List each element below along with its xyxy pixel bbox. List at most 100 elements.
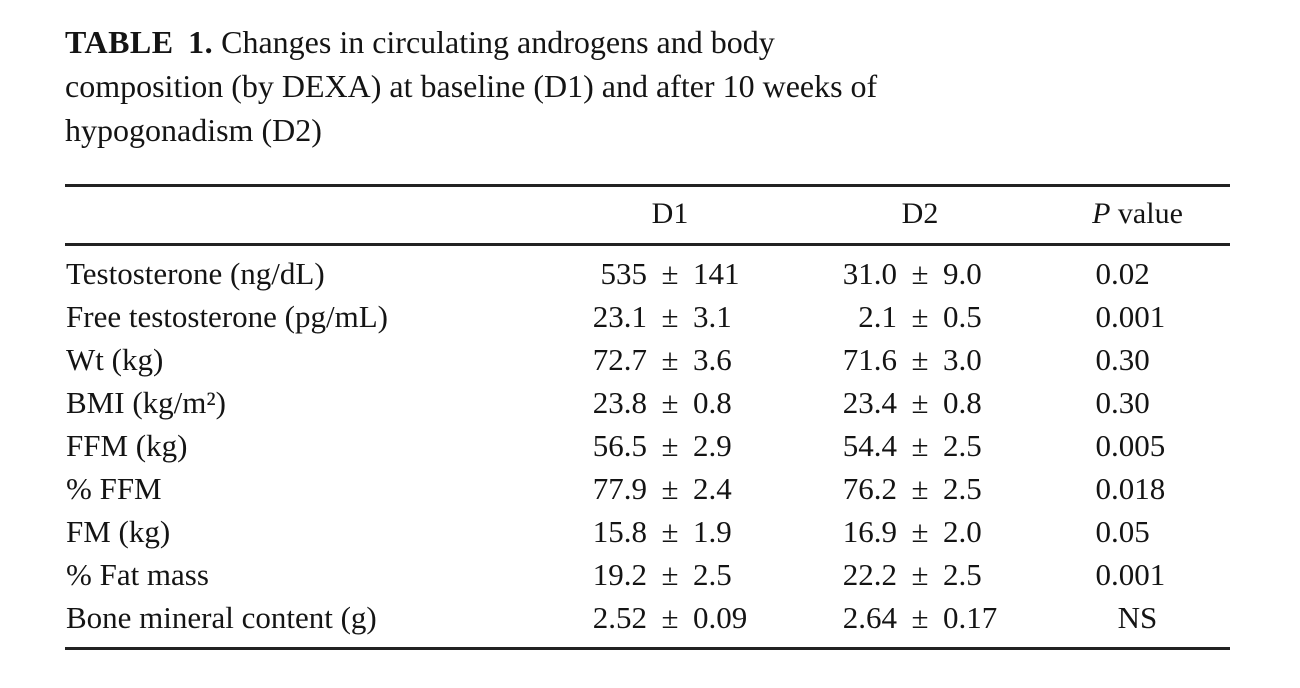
table-body: Testosterone (ng/dL) 535 ±141 31.0 ±9.0 0.… — [65, 245, 1230, 649]
plus-minus: ± — [661, 384, 679, 420]
p-value: 0.001 — [1095, 556, 1166, 592]
paper-table-figure: TABLE 1. Changes in circulating androgens… — [65, 20, 1230, 650]
data-table: D1 D2 P value Testosterone (ng/dL) 535 ±1… — [65, 184, 1230, 650]
plus-minus: ± — [911, 341, 929, 377]
d2-value: 23.4 ±0.8 — [795, 381, 1045, 424]
d2-mean: 76.2 — [842, 470, 897, 506]
d2-mean: 54.4 — [842, 427, 897, 463]
table-row: Free testosterone (pg/mL) 23.1 ±3.1 2.1 ±0… — [65, 295, 1230, 338]
d1-sd: 3.1 — [693, 298, 732, 334]
row-label: FM (kg) — [66, 513, 171, 549]
p-value: 0.018 — [1095, 470, 1166, 506]
d2-sd: 2.5 — [943, 470, 982, 506]
d1-sd: 2.5 — [693, 556, 732, 592]
d2-value: 71.6 ±3.0 — [795, 338, 1045, 381]
plus-minus: ± — [661, 470, 679, 506]
plus-minus: ± — [911, 298, 929, 334]
row-label: % Fat mass — [66, 556, 209, 592]
d2-value: 2.1 ±0.5 — [795, 295, 1045, 338]
d1-mean: 15.8 — [592, 513, 647, 549]
row-label: Free testosterone (pg/mL) — [66, 298, 388, 334]
plus-minus: ± — [911, 599, 929, 635]
d1-sd: 3.6 — [693, 341, 732, 377]
table-header: D1 D2 P value — [65, 186, 1230, 245]
table-row: % FFM 77.9 ±2.4 76.2 ±2.5 0.018 — [65, 467, 1230, 510]
d2-sd: 0.8 — [943, 384, 982, 420]
d1-value: 77.9 ±2.4 — [545, 467, 795, 510]
d2-value: 76.2 ±2.5 — [795, 467, 1045, 510]
row-label: Bone mineral content (g) — [66, 599, 377, 635]
d2-sd: 2.0 — [943, 513, 982, 549]
d1-sd: 1.9 — [693, 513, 732, 549]
d2-mean: 2.1 — [858, 298, 897, 334]
table-caption: TABLE 1. Changes in circulating androgens… — [65, 20, 1230, 152]
table-row: FM (kg) 15.8 ±1.9 16.9 ±2.0 0.05 — [65, 510, 1230, 553]
d1-sd: 0.8 — [693, 384, 732, 420]
d1-sd: 2.9 — [693, 427, 732, 463]
header-empty — [65, 186, 545, 245]
d1-value: 72.7 ±3.6 — [545, 338, 795, 381]
plus-minus: ± — [661, 513, 679, 549]
caption-line-2: composition (by DEXA) at baseline (D1) a… — [65, 68, 878, 104]
plus-minus: ± — [911, 470, 929, 506]
row-label: BMI (kg/m²) — [66, 384, 226, 420]
plus-minus: ± — [661, 255, 679, 291]
plus-minus: ± — [661, 599, 679, 635]
d1-sd: 0.09 — [693, 599, 748, 635]
d2-value: 22.2 ±2.5 — [795, 553, 1045, 596]
d2-mean: 22.2 — [842, 556, 897, 592]
caption-line-1: Changes in circulating androgens and bod… — [221, 24, 775, 60]
p-value: 0.02 — [1095, 255, 1150, 291]
table-row: % Fat mass 19.2 ±2.5 22.2 ±2.5 0.001 — [65, 553, 1230, 596]
header-d2: D2 — [901, 197, 939, 230]
d1-mean: 77.9 — [592, 470, 647, 506]
table-row: Bone mineral content (g) 2.52 ±0.09 2.64 ±… — [65, 596, 1230, 649]
d1-value: 2.52 ±0.09 — [545, 596, 795, 649]
p-value: 0.30 — [1095, 341, 1150, 377]
d2-sd: 2.5 — [943, 427, 982, 463]
header-d1: D1 — [651, 197, 689, 230]
d1-value: 56.5 ±2.9 — [545, 424, 795, 467]
d1-sd: 2.4 — [693, 470, 732, 506]
plus-minus: ± — [661, 556, 679, 592]
table-row: Testosterone (ng/dL) 535 ±141 31.0 ±9.0 0.… — [65, 245, 1230, 296]
header-p-rest: value — [1110, 197, 1183, 230]
plus-minus: ± — [661, 427, 679, 463]
d2-sd: 0.17 — [943, 599, 998, 635]
d1-sd: 141 — [693, 255, 740, 291]
d2-mean: 23.4 — [842, 384, 897, 420]
p-value: 0.05 — [1095, 513, 1150, 549]
d1-mean: 23.8 — [592, 384, 647, 420]
p-value: 0.30 — [1095, 384, 1150, 420]
d1-mean: 72.7 — [592, 341, 647, 377]
d2-value: 2.64 ±0.17 — [795, 596, 1045, 649]
p-value: 0.001 — [1095, 298, 1166, 334]
d1-value: 19.2 ±2.5 — [545, 553, 795, 596]
plus-minus: ± — [661, 298, 679, 334]
plus-minus: ± — [911, 513, 929, 549]
header-row: D1 D2 P value — [65, 186, 1230, 245]
d2-value: 16.9 ±2.0 — [795, 510, 1045, 553]
d2-sd: 2.5 — [943, 556, 982, 592]
row-label: Testosterone (ng/dL) — [66, 255, 325, 291]
d2-value: 31.0 ±9.0 — [795, 245, 1045, 296]
row-label: FFM (kg) — [66, 427, 188, 463]
d1-mean: 535 — [600, 255, 648, 291]
plus-minus: ± — [911, 255, 929, 291]
table-row: Wt (kg) 72.7 ±3.6 71.6 ±3.0 0.30 — [65, 338, 1230, 381]
row-label: Wt (kg) — [66, 341, 164, 377]
d2-mean: 71.6 — [842, 341, 897, 377]
d2-mean: 16.9 — [842, 513, 897, 549]
d2-sd: 3.0 — [943, 341, 982, 377]
table-caption-label: TABLE 1. — [65, 24, 214, 60]
table-row: FFM (kg) 56.5 ±2.9 54.4 ±2.5 0.005 — [65, 424, 1230, 467]
d2-mean: 2.64 — [842, 599, 897, 635]
header-p-value: P value — [1045, 186, 1230, 245]
d1-value: 23.8 ±0.8 — [545, 381, 795, 424]
d1-mean: 56.5 — [592, 427, 647, 463]
d1-value: 23.1 ±3.1 — [545, 295, 795, 338]
header-p-italic: P — [1092, 197, 1111, 230]
plus-minus: ± — [911, 556, 929, 592]
d2-sd: 0.5 — [943, 298, 982, 334]
d2-mean: 31.0 — [842, 255, 897, 291]
